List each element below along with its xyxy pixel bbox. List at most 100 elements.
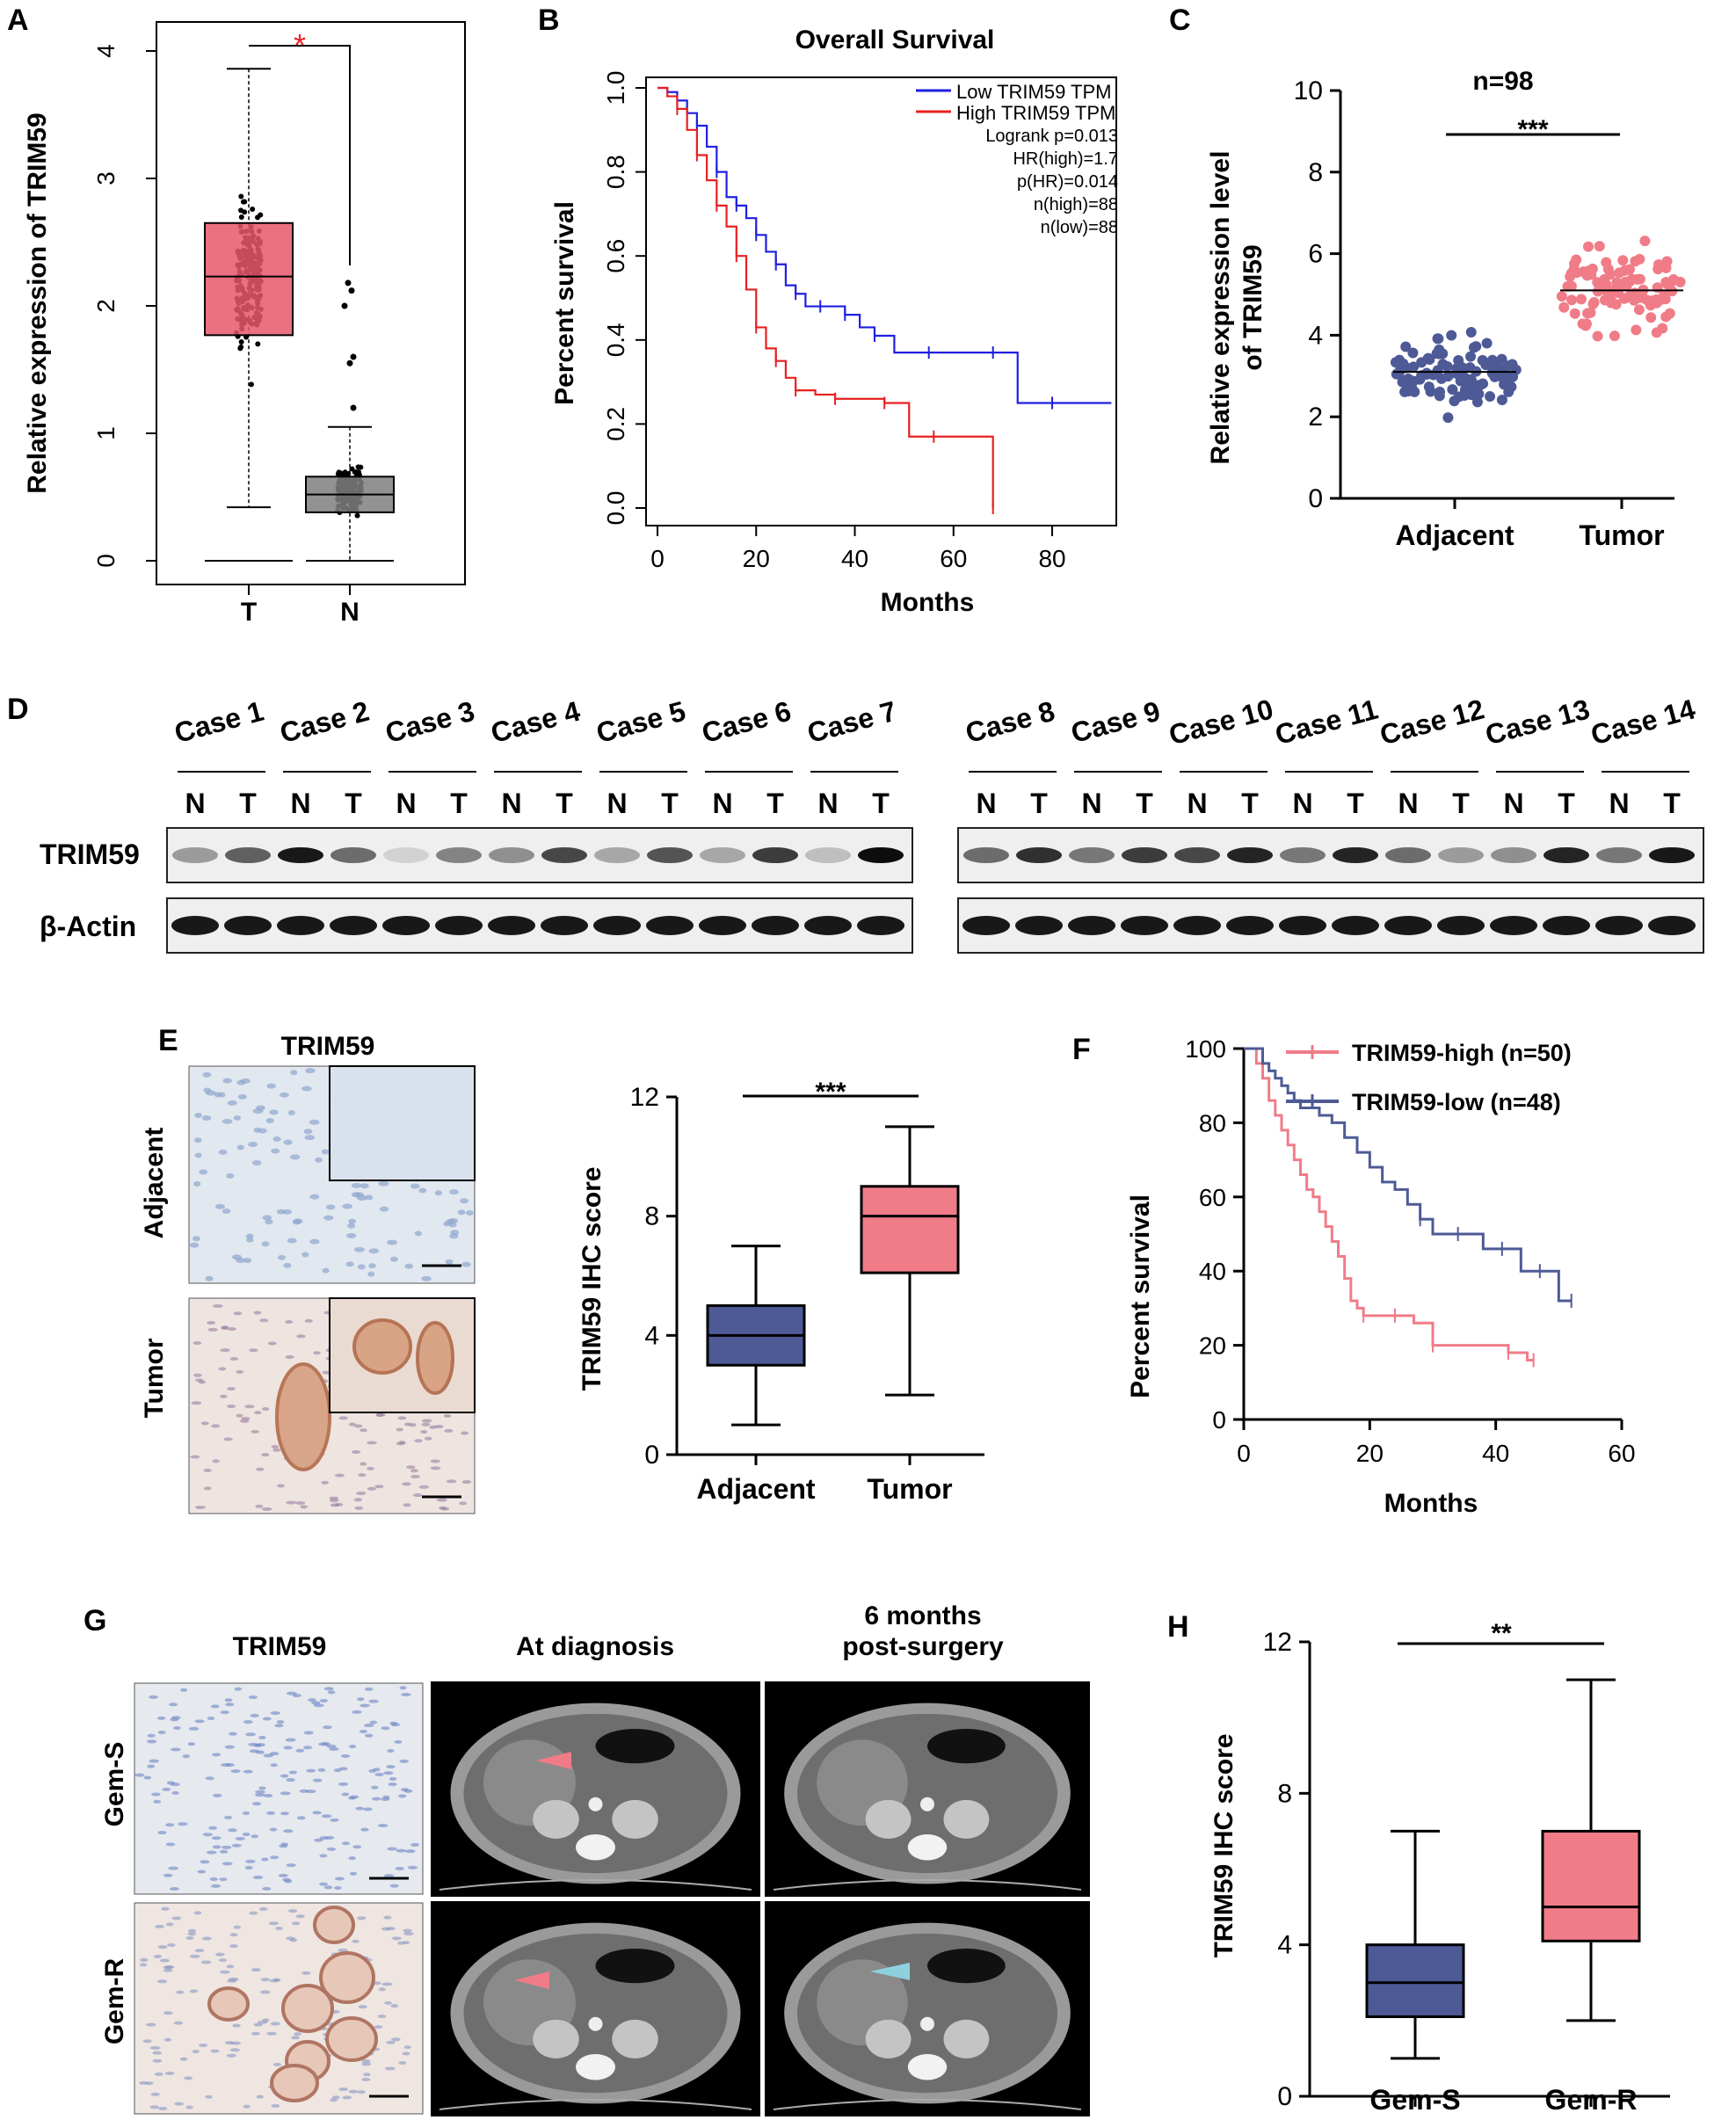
cell-nucleus [220,1348,230,1353]
cell-nucleus [360,1428,367,1433]
cell-nucleus [165,1823,175,1827]
data-point [1434,390,1445,402]
cell-nucleus [366,1466,374,1470]
outlier-point [341,302,348,309]
x-tick-label: N [340,598,360,627]
cell-nucleus [388,1782,397,1787]
cell-nucleus [165,1842,176,1847]
y-tick-label: 4 [92,44,120,58]
cell-nucleus [270,1763,279,1768]
y-tick-label: 8 [1277,1779,1292,1808]
cell-nucleus [434,1425,444,1429]
cell-nucleus [229,1356,239,1361]
cell-nucleus [254,1411,262,1415]
ct-bowel-gas [927,1949,1006,1984]
band-trim59 [225,847,271,863]
panel-e-y-axis-label: TRIM59 IHC score [577,1166,607,1390]
cell-nucleus [311,1701,321,1705]
cell-nucleus [361,2058,371,2063]
band-actin [1226,916,1274,935]
cell-nucleus [352,1710,362,1714]
cell-nucleus [205,1275,214,1281]
cell-nucleus [239,1419,250,1423]
cell-nucleus [368,1248,380,1254]
cell-nucleus [245,1233,254,1239]
case-label: Case 14 [1587,693,1698,751]
band-actin [277,916,324,935]
data-point [238,344,244,350]
lane-label-t: T [1452,788,1470,819]
data-point [1446,330,1457,341]
cell-nucleus [195,1378,204,1383]
panel-g-row-label-gems: Gem-S [100,1742,129,1827]
cell-nucleus [192,1236,200,1242]
ct-post-surgery-gemr [765,1901,1090,2116]
cell-nucleus [354,1506,364,1510]
cell-nucleus [256,1467,265,1471]
cell-nucleus [193,1137,202,1143]
panel-a-boxplot: 0 1 2 3 4 T N * Relative expression of TRIM59 [23,21,466,627]
band-actin [1595,916,1643,935]
cell-nucleus [284,1879,293,1884]
cell-nucleus [192,1181,201,1187]
cell-nucleus [229,1977,239,1981]
tumor-gland [325,2016,378,2062]
band-trim59 [1016,847,1062,863]
cell-nucleus [149,2105,160,2109]
ihc-image-gems [134,1682,424,1895]
y-tick-label: 4 [1277,1931,1292,1960]
cell-nucleus [221,1325,229,1330]
outlier-point [348,287,355,294]
data-point [1609,330,1620,342]
panel-b-title: Overall Survival [795,25,995,54]
panel-label-b: B [538,4,560,37]
outlier-point [350,353,357,360]
cell-nucleus [157,1730,166,1734]
data-point [358,464,364,470]
cell-nucleus [187,1742,195,1746]
data-point [242,199,248,205]
cell-nucleus [414,1439,423,1443]
band-trim59 [1385,847,1431,863]
panel-f-x-axis-label: Months [1384,1489,1478,1518]
cell-nucleus [258,1735,266,1739]
data-point [248,381,254,388]
cell-nucleus [256,1743,265,1747]
cell-nucleus [287,1110,295,1116]
y-tick-label: 1.0 [602,71,629,105]
cell-nucleus [222,1862,233,1866]
x-tick-label: 80 [1038,545,1065,572]
cell-nucleus [255,1790,265,1794]
cell-nucleus [287,1238,297,1244]
y-tick-label: 0 [92,554,120,568]
y-tick-label: 12 [630,1083,659,1112]
band-trim59 [805,847,851,863]
cell-nucleus [330,1818,339,1822]
x-tick-label: Gem-R [1545,2084,1638,2116]
lane-label-n: N [1187,788,1207,819]
data-point [1471,396,1483,408]
ct-bowel-gas [595,1949,675,1984]
cell-nucleus [156,1716,166,1720]
data-point [1408,361,1420,373]
y-tick-label: 4 [644,1321,659,1350]
cell-nucleus [330,1503,340,1507]
band-trim59 [330,847,376,863]
cell-nucleus [461,1480,472,1485]
cell-nucleus [371,1797,381,1801]
data-point [1407,347,1419,359]
data-point [1558,301,1570,313]
y-tick-label: 2 [1308,403,1323,432]
cell-nucleus [286,1500,297,1505]
cell-nucleus [374,1485,384,1489]
cell-nucleus [212,1753,222,1757]
cell-nucleus [165,1922,174,1927]
panel-a-frame [156,21,466,585]
cell-nucleus [403,1928,412,1933]
cell-nucleus [262,1215,272,1221]
band-actin [541,916,588,935]
case-label: Case 8 [962,695,1058,749]
cell-nucleus [194,1505,206,1509]
cell-nucleus [352,1845,362,1849]
cell-nucleus [443,1413,452,1418]
